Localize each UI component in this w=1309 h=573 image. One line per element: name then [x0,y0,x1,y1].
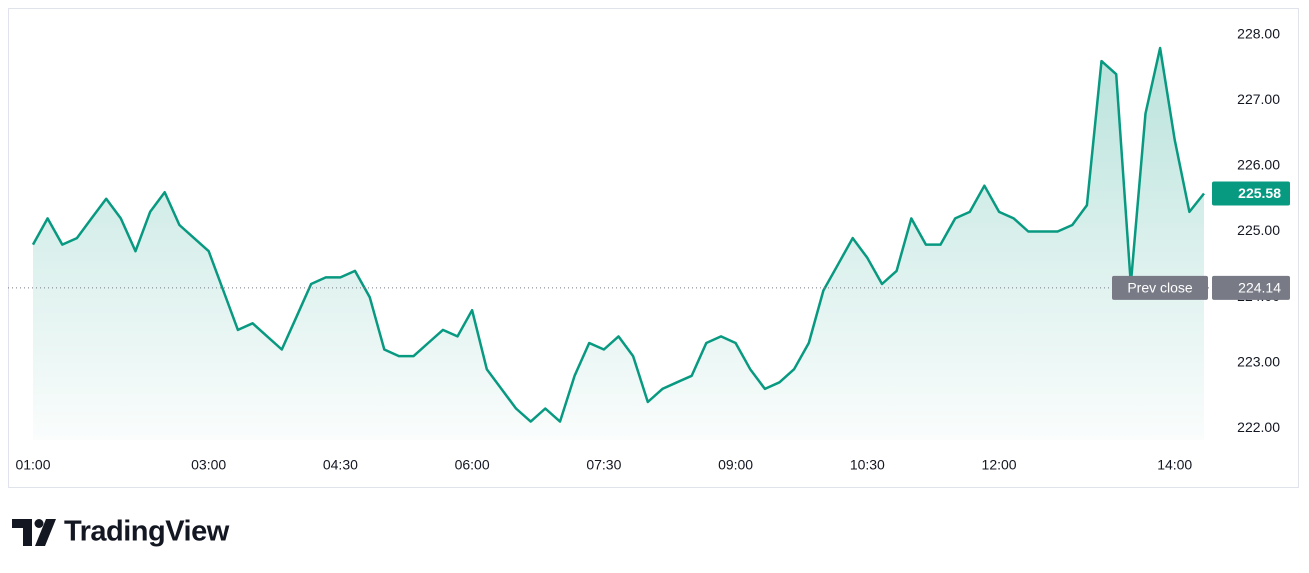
y-tick-label: 228.00 [1237,26,1280,42]
logo-icon [12,519,56,546]
x-tick-label: 07:30 [586,457,621,473]
last-price-tag [1212,181,1290,206]
prev-close-value-tag [1212,275,1290,300]
area [33,48,1204,440]
y-tick-label: 223.00 [1237,353,1280,369]
y-tick-label: 225.00 [1237,222,1280,238]
x-tick-label: 06:00 [455,457,490,473]
prev-close-label: Prev close [1127,280,1193,296]
x-tick-label: 10:30 [850,457,885,473]
prev-close-value: 224.14 [1238,280,1281,296]
x-tick-label: 03:00 [191,457,226,473]
x-tick-label: 12:00 [982,457,1017,473]
brand: TradingView [64,516,230,548]
y-tick-label: 227.00 [1237,91,1280,107]
x-tick-label: 09:00 [718,457,753,473]
y-tick-label: 222.00 [1237,419,1280,435]
last-price-label: 225.58 [1238,185,1281,201]
x-tick-label: 14:00 [1157,457,1192,473]
prev-close-tag [1112,275,1208,300]
line [31,46,1205,423]
chart-frame [8,8,1299,488]
y-tick-label: 226.00 [1237,157,1280,173]
x-tick-label: 04:30 [323,457,358,473]
x-tick-label: 01:00 [15,457,50,473]
